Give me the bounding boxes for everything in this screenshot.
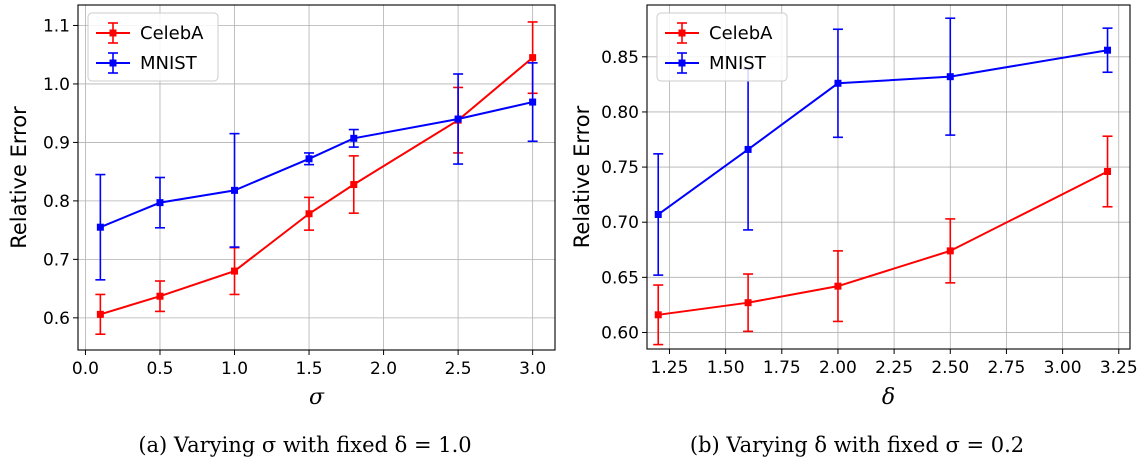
- data-point: [529, 98, 537, 106]
- data-point: [946, 247, 954, 255]
- legend-marker: [109, 29, 117, 37]
- x-tick-label: 2.5: [445, 359, 472, 379]
- x-tick-label: 0.0: [72, 359, 99, 379]
- x-tick-label: 1.50: [707, 358, 745, 378]
- data-point: [654, 311, 662, 319]
- data-point: [654, 210, 662, 218]
- plot-frame: [77, 4, 556, 351]
- data-point: [529, 54, 537, 62]
- y-tick-label: 0.70: [601, 213, 639, 233]
- caption: (a) Varying σ with fixed δ = 1.0: [138, 433, 471, 457]
- y-axis-label: Relative Error: [7, 106, 31, 249]
- x-tick-label: 2.75: [988, 358, 1026, 378]
- series-line: [100, 56, 534, 316]
- legend: CelebA MNIST: [87, 12, 219, 82]
- data-point: [454, 115, 462, 123]
- x-tick-label: 2.25: [875, 358, 913, 378]
- x-axis-label: δ: [882, 385, 895, 410]
- data-point: [1104, 46, 1112, 54]
- x-tick-label: 1.5: [296, 359, 323, 379]
- data-point: [1104, 167, 1112, 175]
- chart-panel-1: 1.25 1.50 1.75 2.00 2.25 2.50 2.75 3.00 3.25 0.60…: [570, 4, 1138, 457]
- y-tick-label: 0.60: [601, 323, 639, 343]
- series-mnist: [95, 62, 538, 281]
- y-tick-label: 0.6: [43, 309, 70, 329]
- x-tick-label: 1.25: [651, 358, 689, 378]
- y-tick-label: 0.85: [601, 48, 639, 68]
- legend: CelebA MNIST: [656, 12, 788, 82]
- data-point: [350, 134, 358, 142]
- data-point: [96, 310, 104, 318]
- data-point: [156, 292, 164, 300]
- legend-marker: [109, 59, 117, 67]
- x-tick-label: 1.0: [221, 359, 248, 379]
- y-tick-label: 0.75: [601, 158, 639, 178]
- data-point: [834, 79, 842, 87]
- x-tick-label: 3.0: [519, 359, 546, 379]
- legend-label: CelebA: [140, 23, 204, 44]
- y-tick-label: 1.1: [43, 16, 70, 36]
- y-tick-label: 0.80: [601, 103, 639, 123]
- data-point: [231, 267, 239, 275]
- x-tick-label: 1.75: [763, 358, 801, 378]
- x-tick-label: 3.25: [1100, 358, 1138, 378]
- data-point: [156, 199, 164, 207]
- x-tick-label: 2.0: [370, 359, 397, 379]
- data-point: [96, 223, 104, 231]
- caption: (b) Varying δ with fixed σ = 0.2: [690, 433, 1024, 457]
- data-point: [834, 282, 842, 290]
- series-celeba: [653, 135, 1113, 346]
- y-tick-label: 0.9: [43, 133, 70, 153]
- legend-label: MNIST: [140, 53, 198, 74]
- data-point: [744, 299, 752, 307]
- x-tick-label: 3.00: [1044, 358, 1082, 378]
- data-point: [231, 186, 239, 194]
- data-point: [744, 145, 752, 153]
- y-tick-label: 0.7: [43, 250, 70, 270]
- data-point: [350, 181, 358, 189]
- legend-label: CelebA: [709, 23, 773, 44]
- data-point: [946, 73, 954, 81]
- y-axis-label: Relative Error: [570, 105, 594, 248]
- x-tick-label: 2.50: [931, 358, 969, 378]
- plot-frame: [646, 4, 1131, 350]
- legend-label: MNIST: [709, 53, 767, 74]
- legend-marker: [678, 29, 686, 37]
- y-tick-label: 0.65: [601, 268, 639, 288]
- data-point: [305, 155, 313, 163]
- data-point: [305, 210, 313, 218]
- legend-marker: [678, 59, 686, 67]
- x-tick-label: 0.5: [146, 359, 173, 379]
- x-tick-label: 2.00: [819, 358, 857, 378]
- x-axis-label: σ: [309, 385, 325, 410]
- y-tick-label: 0.8: [43, 192, 70, 212]
- chart-panel-0: 0.0 0.5 1.0 1.5 2.0 2.5 3.0 0.6 0.7 0.8 0.9 1.0 1.1 σ…: [7, 4, 556, 457]
- y-tick-label: 1.0: [43, 75, 70, 95]
